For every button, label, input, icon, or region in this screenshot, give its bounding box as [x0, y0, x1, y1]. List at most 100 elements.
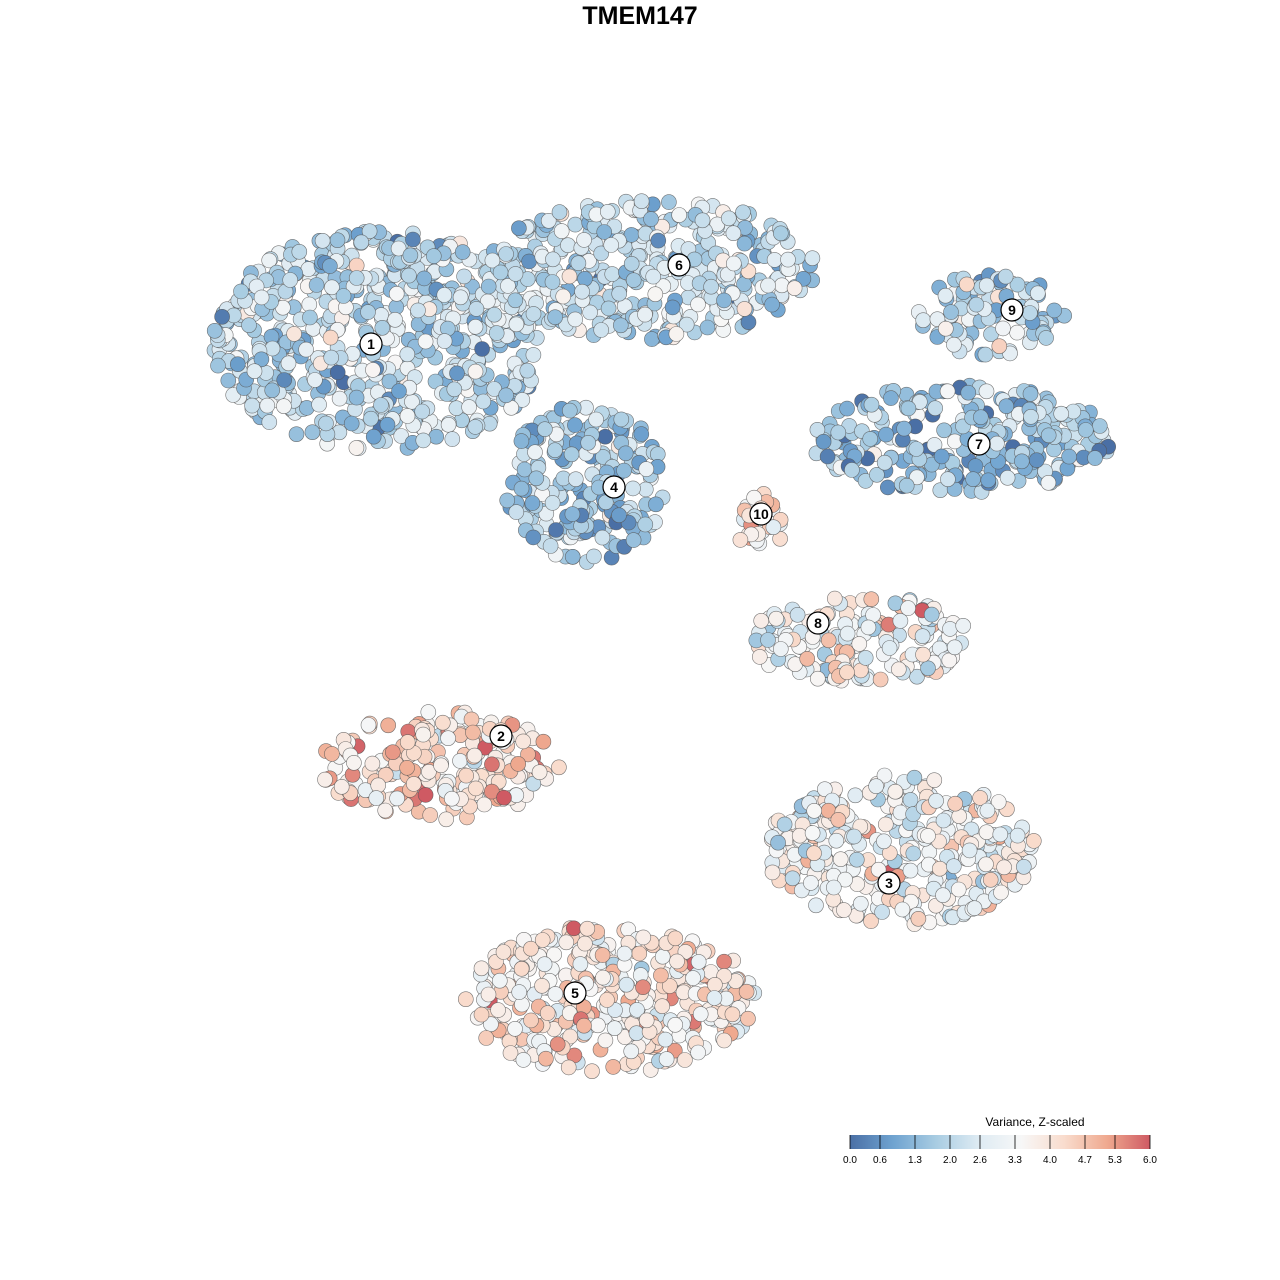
- data-point: [264, 340, 281, 357]
- data-point: [244, 397, 260, 414]
- data-point: [947, 795, 964, 812]
- data-point: [633, 426, 650, 442]
- data-point: [968, 296, 985, 313]
- data-point: [699, 319, 716, 336]
- data-point: [862, 431, 879, 447]
- data-point: [635, 929, 652, 946]
- data-point: [863, 396, 880, 413]
- color-bar: [850, 1135, 1150, 1149]
- data-point: [535, 733, 552, 750]
- data-point: [528, 470, 545, 487]
- data-point: [374, 319, 391, 336]
- data-point: [594, 529, 611, 546]
- data-point: [353, 234, 370, 251]
- data-point: [765, 519, 782, 536]
- data-point: [324, 746, 340, 762]
- data-point: [611, 507, 627, 524]
- data-point: [545, 251, 561, 268]
- data-point: [288, 426, 305, 443]
- data-point: [456, 268, 472, 285]
- data-point: [982, 871, 999, 888]
- cluster-label-8: 8: [806, 611, 830, 635]
- data-point: [806, 802, 823, 819]
- data-point: [978, 824, 995, 841]
- svg-text:2: 2: [497, 728, 505, 744]
- data-point: [819, 448, 836, 465]
- data-point: [940, 471, 956, 488]
- cluster-label-4: 4: [602, 475, 626, 499]
- cluster-label-3: 3: [877, 871, 901, 895]
- data-point: [562, 1028, 579, 1045]
- svg-text:1: 1: [367, 336, 375, 352]
- data-point: [872, 671, 889, 688]
- data-point: [706, 990, 723, 1006]
- data-point: [379, 416, 396, 433]
- data-point: [869, 466, 885, 483]
- data-point: [308, 277, 325, 293]
- data-point: [322, 258, 338, 274]
- data-point: [478, 1030, 495, 1046]
- legend-tick-label: 2.0: [943, 1155, 957, 1166]
- data-point: [519, 362, 536, 379]
- data-point: [625, 532, 642, 548]
- data-point: [625, 272, 642, 289]
- data-point: [654, 948, 671, 965]
- data-point: [564, 506, 581, 522]
- data-point: [486, 306, 503, 323]
- data-point: [253, 289, 270, 306]
- data-point: [510, 756, 527, 772]
- data-point: [870, 861, 887, 878]
- data-point: [1022, 305, 1038, 321]
- data-point: [650, 232, 667, 249]
- data-point: [839, 625, 856, 642]
- data-point: [671, 207, 688, 223]
- data-point: [524, 495, 541, 511]
- data-point: [997, 268, 1014, 285]
- data-point: [1009, 324, 1025, 341]
- data-point: [348, 389, 365, 406]
- data-point: [1026, 833, 1042, 849]
- data-point: [467, 363, 484, 380]
- data-point: [1038, 330, 1054, 346]
- data-point: [1028, 452, 1045, 469]
- data-point: [452, 289, 469, 306]
- data-point: [716, 953, 732, 970]
- data-point: [401, 267, 417, 284]
- data-point: [887, 783, 904, 800]
- data-point: [844, 462, 860, 478]
- data-point: [563, 446, 580, 463]
- data-point: [311, 396, 327, 413]
- data-point: [521, 253, 537, 270]
- legend-tick-label: 5.3: [1108, 1155, 1122, 1166]
- data-point: [531, 764, 548, 781]
- data-point: [500, 278, 516, 294]
- data-point: [544, 495, 561, 511]
- data-point: [348, 440, 365, 456]
- data-point: [902, 862, 919, 879]
- data-point: [935, 887, 951, 904]
- data-point: [440, 730, 456, 747]
- data-point: [1022, 386, 1039, 402]
- data-point: [405, 231, 421, 248]
- data-point: [391, 383, 407, 399]
- data-point: [576, 232, 592, 248]
- data-point: [920, 828, 936, 844]
- data-point: [685, 970, 701, 986]
- data-point: [910, 910, 927, 927]
- data-point: [206, 322, 223, 339]
- data-point: [631, 945, 648, 962]
- data-point: [567, 471, 584, 488]
- legend-title: Variance, Z-scaled: [985, 1115, 1085, 1129]
- data-point: [560, 1059, 577, 1076]
- svg-text:7: 7: [975, 436, 983, 452]
- data-point: [417, 787, 434, 803]
- data-point: [322, 329, 339, 346]
- chart-title: TMEM147: [582, 2, 698, 30]
- data-point: [915, 646, 931, 663]
- data-point: [725, 255, 742, 272]
- data-point: [467, 318, 484, 335]
- data-point: [972, 790, 988, 806]
- data-point: [438, 811, 455, 828]
- data-point: [282, 272, 299, 288]
- data-point: [1015, 858, 1032, 875]
